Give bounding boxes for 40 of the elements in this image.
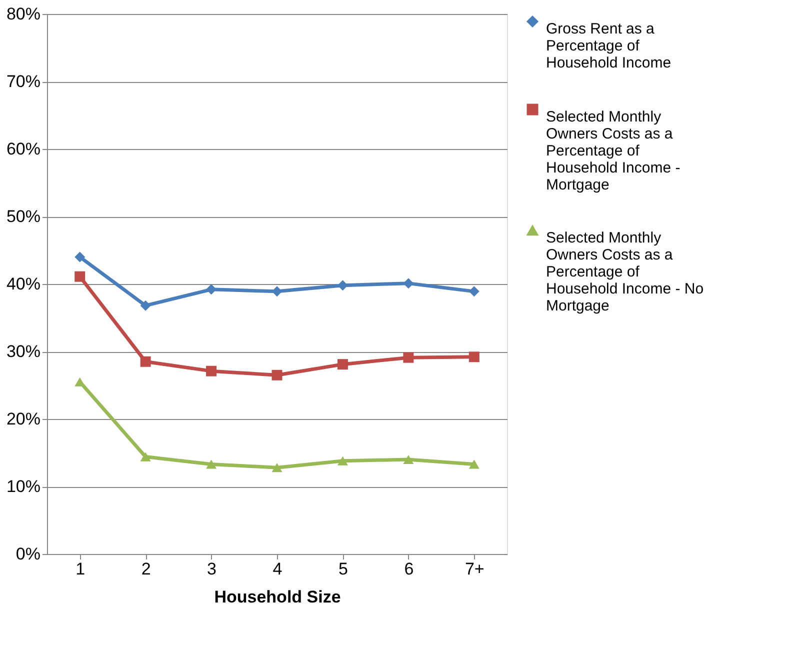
y-tick-label: 70% bbox=[6, 72, 40, 91]
point bbox=[74, 377, 86, 386]
x-tick-label: 2 bbox=[141, 560, 151, 578]
x-tick-label: 6 bbox=[404, 560, 414, 578]
point bbox=[337, 359, 348, 370]
point bbox=[74, 271, 86, 282]
point bbox=[468, 286, 480, 297]
point bbox=[403, 278, 414, 289]
y-tick-label: 0% bbox=[16, 544, 40, 564]
x-tick-label: 1 bbox=[76, 560, 86, 578]
y-tick-label: 10% bbox=[6, 477, 40, 496]
legend-label: Gross Rent as a Percentage of Household Income bbox=[546, 20, 672, 72]
x-tick-label: 3 bbox=[207, 560, 217, 578]
point bbox=[468, 352, 480, 362]
x-tick-label: 7+ bbox=[464, 560, 484, 578]
point bbox=[272, 286, 282, 297]
point bbox=[468, 460, 480, 469]
legend-label: Selected Monthly Owners Costs as a Percentage of Household Income - No Mortgage bbox=[546, 230, 704, 314]
y-tick-label: 60% bbox=[6, 140, 40, 158]
y-tick-label: 30% bbox=[6, 342, 40, 361]
point bbox=[140, 300, 151, 311]
y-tick-label: 80% bbox=[6, 4, 40, 24]
x-tick-label: 4 bbox=[272, 560, 282, 578]
x-tick-label: 5 bbox=[338, 560, 348, 578]
point bbox=[74, 252, 86, 262]
x-axis-title: Household Size bbox=[214, 588, 341, 606]
point bbox=[403, 352, 414, 363]
point bbox=[272, 370, 282, 380]
y-tick-label: 20% bbox=[6, 410, 40, 428]
y-tick-label: 50% bbox=[6, 207, 40, 226]
legend-label: Selected Monthly Owners Costs as a Percentage of Household Income - Mortgage bbox=[546, 108, 680, 194]
y-tick-label: 40% bbox=[6, 274, 40, 294]
point bbox=[337, 456, 348, 466]
point bbox=[403, 454, 414, 464]
point bbox=[337, 280, 348, 291]
point bbox=[206, 366, 217, 376]
point bbox=[140, 452, 151, 462]
point bbox=[206, 460, 217, 469]
point bbox=[140, 356, 151, 367]
point bbox=[272, 463, 282, 472]
